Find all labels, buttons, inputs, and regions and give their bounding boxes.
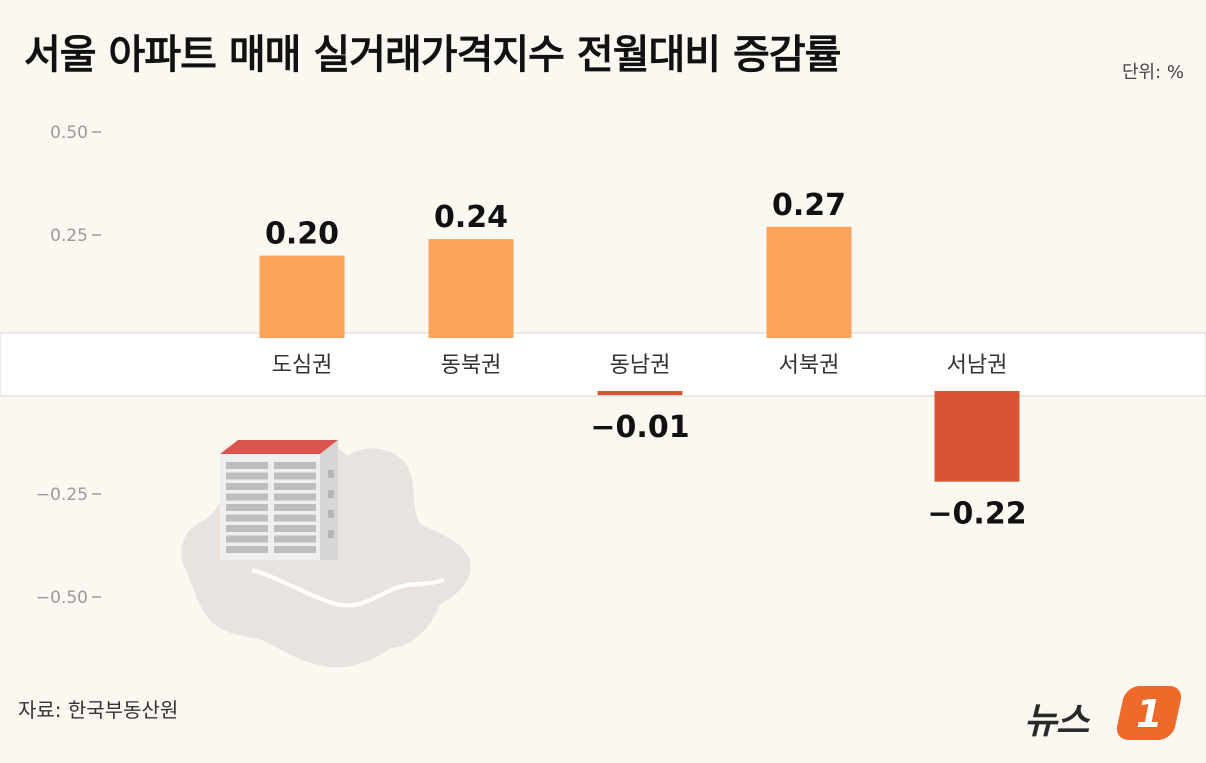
window-icon [226, 483, 268, 490]
source-note: 자료: 한국부동산원 [18, 698, 179, 722]
category-label: 서남권 [947, 353, 1008, 378]
window-icon [274, 525, 316, 532]
y-tick-label: −0.50 [36, 588, 88, 608]
bar-value-label: 0.27 [772, 188, 846, 223]
unit-label: 단위: % [1121, 62, 1184, 83]
bar-value-label: 0.24 [434, 200, 508, 235]
chart-title: 서울 아파트 매매 실거래가격지수 전월대비 증감률 [24, 32, 841, 78]
y-tick-label: 0.25 [50, 226, 88, 246]
window-icon [226, 535, 268, 543]
bar-value-label: −0.01 [590, 410, 689, 445]
y-tick-label: −0.25 [36, 485, 88, 505]
window-icon [226, 472, 268, 480]
window-icon [274, 462, 316, 469]
y-tick-label: 0.50 [50, 123, 88, 143]
window-icon [274, 504, 316, 511]
category-label: 서북권 [779, 353, 840, 378]
window-icon [226, 525, 268, 532]
window-icon [274, 493, 316, 501]
apartment-building-icon [220, 440, 338, 560]
window-icon [274, 535, 316, 543]
window-icon [274, 514, 316, 522]
bar [597, 391, 683, 396]
logo-mark-number: 1 [1136, 692, 1163, 736]
bar [428, 239, 514, 338]
axis-band [0, 332, 1206, 397]
bar [766, 226, 852, 338]
category-label: 동남권 [610, 353, 671, 378]
window-icon [226, 546, 268, 553]
window-icon [226, 504, 268, 511]
category-label: 도심권 [272, 353, 333, 378]
bar [934, 391, 1020, 482]
bar-value-label: −0.22 [927, 497, 1026, 532]
news1-logo: 뉴스 1 [1024, 686, 1194, 746]
window-icon [226, 514, 268, 522]
window-icon [226, 462, 268, 469]
window-icon [274, 546, 316, 553]
window-icon [274, 472, 316, 480]
bar [259, 255, 345, 338]
window-icon [274, 483, 316, 490]
logo-text: 뉴스 [1024, 701, 1089, 742]
category-label: 동북권 [441, 353, 502, 378]
bar-value-label: 0.20 [265, 217, 339, 252]
window-icon [226, 493, 268, 501]
river-line-icon [251, 568, 445, 608]
